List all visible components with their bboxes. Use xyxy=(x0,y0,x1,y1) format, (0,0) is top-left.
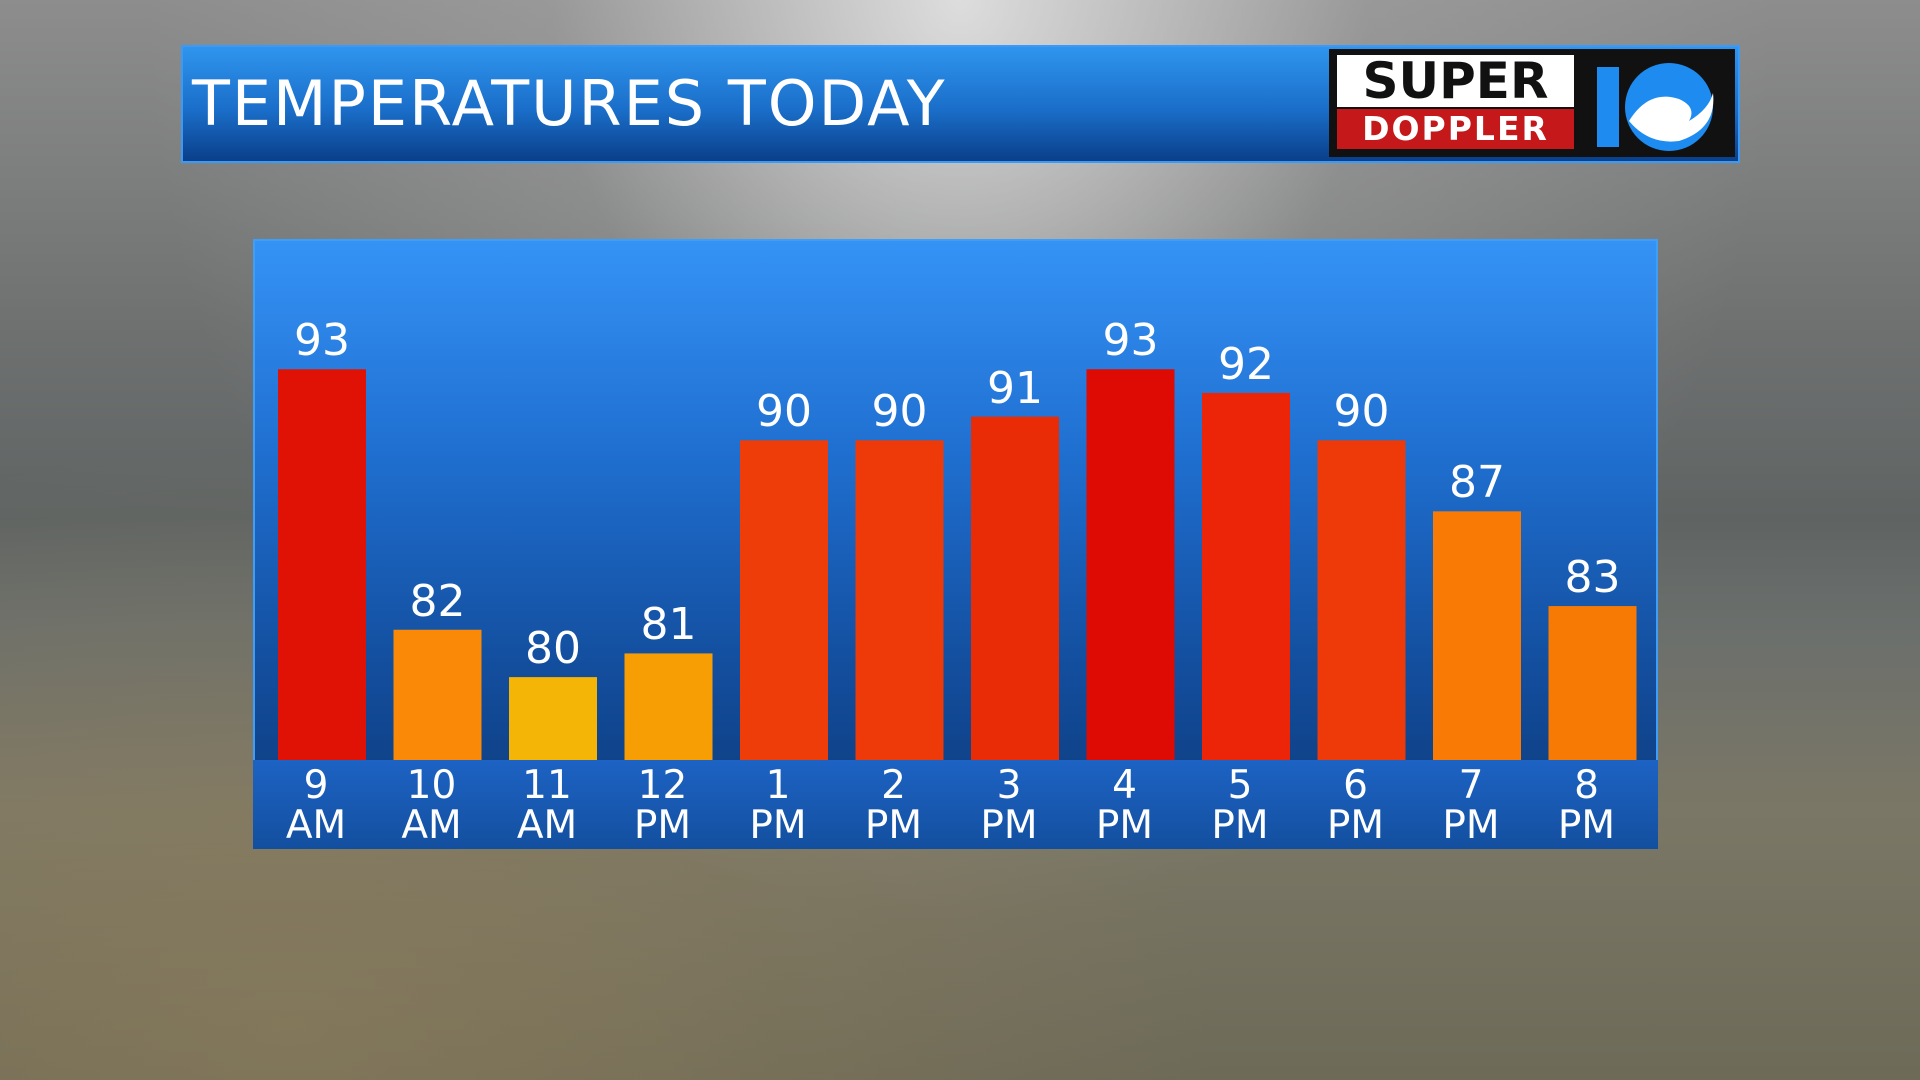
x-tick-label: 9 AM xyxy=(285,763,347,848)
value-label: 81 xyxy=(640,599,697,651)
value-label: 93 xyxy=(1102,315,1159,367)
x-tick-label: 11 AM xyxy=(516,763,578,848)
bar xyxy=(855,440,944,760)
bar xyxy=(1086,369,1175,760)
value-label: 82 xyxy=(409,575,466,627)
value-label: 90 xyxy=(756,386,812,438)
x-tick-label: 2 PM xyxy=(864,763,923,848)
value-label: 92 xyxy=(1218,338,1274,390)
bar xyxy=(1433,511,1521,760)
x-tick-label: 1 PM xyxy=(749,763,807,848)
bar xyxy=(1202,392,1290,760)
x-tick-label: 10 AM xyxy=(401,763,462,848)
chart-panel xyxy=(253,239,1658,849)
bar xyxy=(740,440,828,760)
x-tick-label: 7 PM xyxy=(1442,763,1500,848)
value-label: 91 xyxy=(987,362,1043,414)
logo-doppler: DOPPLER xyxy=(1337,109,1574,149)
bar xyxy=(1317,440,1406,760)
value-label: 80 xyxy=(525,623,581,675)
value-label: 83 xyxy=(1564,552,1621,604)
x-tick-label: 4 PM xyxy=(1095,763,1154,848)
value-label: 90 xyxy=(871,386,928,438)
x-tick-label: 5 PM xyxy=(1211,763,1269,848)
x-tick-label: 6 PM xyxy=(1326,763,1385,848)
value-label: 90 xyxy=(1333,386,1390,438)
x-tick-label: 3 PM xyxy=(980,763,1038,848)
value-label: 93 xyxy=(294,315,350,367)
value-label: 87 xyxy=(1449,457,1505,509)
x-tick-label: 12 PM xyxy=(633,763,692,848)
bar xyxy=(278,369,366,760)
bar xyxy=(624,653,713,760)
label-strip xyxy=(253,760,1658,849)
bar xyxy=(1548,606,1637,760)
logo: SUPER DOPPLER xyxy=(1329,49,1735,157)
bar xyxy=(509,677,597,760)
logo-icon xyxy=(1597,63,1714,151)
x-tick-label: 8 PM xyxy=(1557,763,1616,848)
bar xyxy=(393,629,482,760)
chart-title: TEMPERATURES TODAY xyxy=(192,67,947,140)
bar xyxy=(971,416,1059,760)
logo-super: SUPER xyxy=(1337,55,1574,107)
